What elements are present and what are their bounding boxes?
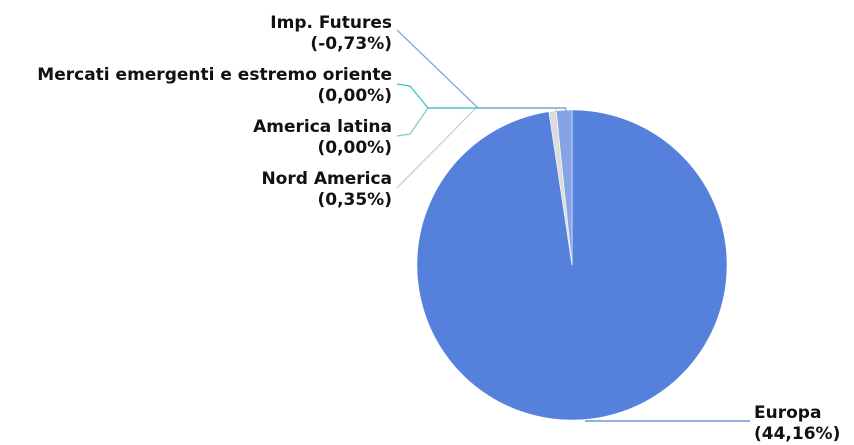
label-value: (0,35%) [317, 190, 392, 210]
label-name: Imp. Futures [270, 13, 392, 33]
data-label: America latina (0,00%) [253, 117, 392, 158]
label-name: Mercati emergenti e estremo oriente [37, 65, 392, 85]
label-name: Europa [754, 403, 821, 423]
data-label: Nord America (0,35%) [261, 169, 392, 210]
data-label: Imp. Futures (-0,73%) [270, 13, 392, 54]
leader-line [396, 29, 567, 112]
label-value: (0,00%) [317, 86, 392, 106]
data-label: Mercati emergenti e estremo oriente (0,00… [37, 65, 392, 106]
label-name: Nord America [261, 169, 392, 189]
label-value: (0,00%) [317, 138, 392, 158]
label-value: (44,16%) [754, 424, 840, 444]
label-value: (-0,73%) [310, 34, 392, 54]
data-label: Europa (44,16%) [754, 403, 840, 444]
leader-line [396, 83, 566, 109]
label-name: America latina [253, 117, 392, 137]
